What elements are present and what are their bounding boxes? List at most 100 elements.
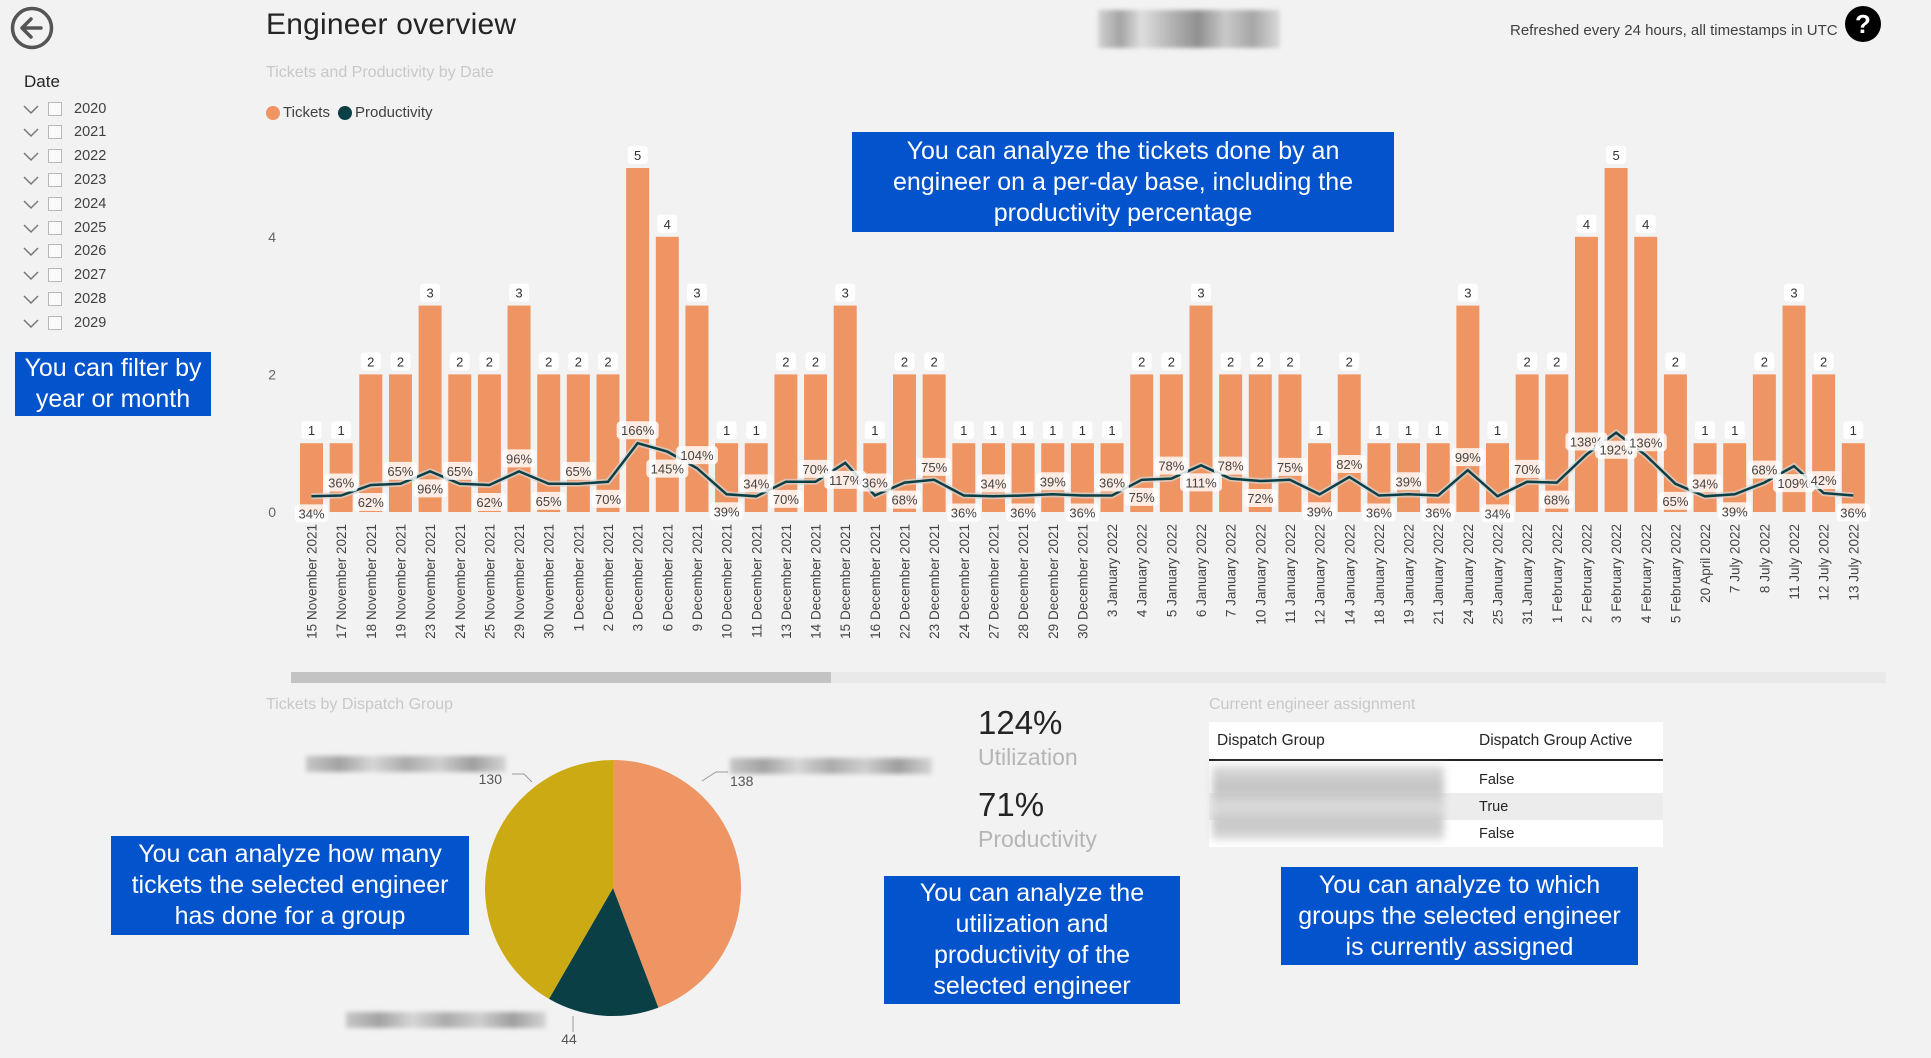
ticket-bar[interactable] xyxy=(477,374,501,512)
year-checkbox[interactable] xyxy=(48,149,62,164)
chevron-down-icon[interactable] xyxy=(22,150,40,162)
year-filter-2022[interactable]: 2022 xyxy=(22,145,106,168)
ticket-bar[interactable] xyxy=(1782,305,1806,512)
ticket-bar[interactable] xyxy=(1426,443,1450,512)
year-checkbox[interactable] xyxy=(48,291,62,306)
ticket-bar[interactable] xyxy=(448,374,472,512)
ticket-bar[interactable] xyxy=(1189,305,1213,512)
ticket-bar[interactable] xyxy=(1070,443,1094,512)
bar-data-label: 1 xyxy=(1701,423,1708,438)
ticket-bar[interactable] xyxy=(1308,443,1332,512)
year-checkbox[interactable] xyxy=(48,125,62,140)
productivity-label-bg xyxy=(947,503,981,522)
table-row[interactable]: False xyxy=(1209,820,1663,847)
pie-slice[interactable] xyxy=(549,888,659,1016)
year-checkbox[interactable] xyxy=(48,315,62,330)
year-filter-2026[interactable]: 2026 xyxy=(22,240,106,263)
chevron-down-icon[interactable] xyxy=(22,317,40,329)
year-filter-2027[interactable]: 2027 xyxy=(22,264,106,287)
year-filter-2025[interactable]: 2025 xyxy=(22,216,106,239)
chevron-down-icon[interactable] xyxy=(22,126,40,138)
chevron-down-icon[interactable] xyxy=(22,103,40,115)
x-tick-label: 11 July 2022 xyxy=(1787,524,1802,600)
pie-label-redacted xyxy=(730,758,932,774)
chart-scrollbar-track[interactable] xyxy=(291,672,1886,683)
pie-slice[interactable] xyxy=(613,760,741,1008)
year-filter-2028[interactable]: 2028 xyxy=(22,287,106,310)
chevron-down-icon[interactable] xyxy=(22,293,40,305)
ticket-bar[interactable] xyxy=(893,374,916,512)
column-header-active[interactable]: Dispatch Group Active xyxy=(1479,731,1633,749)
year-checkbox[interactable] xyxy=(48,268,62,283)
ticket-bar[interactable] xyxy=(1367,443,1391,512)
ticket-bar[interactable] xyxy=(359,374,383,512)
ticket-bar[interactable] xyxy=(626,168,650,512)
ticket-bar[interactable] xyxy=(1337,374,1361,512)
ticket-bar[interactable] xyxy=(1752,374,1776,512)
year-checkbox[interactable] xyxy=(48,220,62,235)
ticket-bar[interactable] xyxy=(1515,374,1539,512)
ticket-bar[interactable] xyxy=(804,374,828,512)
ticket-bar[interactable] xyxy=(388,374,412,512)
ticket-bar[interactable] xyxy=(1159,374,1183,512)
ticket-bar[interactable] xyxy=(1219,374,1243,512)
ticket-bar[interactable] xyxy=(715,443,739,512)
chevron-down-icon[interactable] xyxy=(22,174,40,186)
bar-data-label: 2 xyxy=(1553,354,1560,369)
year-filter-2029[interactable]: 2029 xyxy=(22,311,106,334)
year-filter-2023[interactable]: 2023 xyxy=(22,168,106,191)
back-arrow-icon[interactable] xyxy=(10,6,54,50)
chart-scrollbar-thumb[interactable] xyxy=(291,672,831,683)
ticket-bar[interactable] xyxy=(774,374,798,512)
pie-slice[interactable] xyxy=(485,760,613,999)
table-row[interactable]: False xyxy=(1209,766,1663,793)
ticket-bar[interactable] xyxy=(300,443,323,512)
chevron-down-icon[interactable] xyxy=(22,269,40,281)
productivity-data-label: 68% xyxy=(1544,493,1570,508)
ticket-bar[interactable] xyxy=(1663,374,1687,512)
table-cell-active: False xyxy=(1479,825,1515,842)
bar-data-label: 3 xyxy=(693,286,700,301)
ticket-bar[interactable] xyxy=(1011,443,1035,512)
bar-data-label: 2 xyxy=(367,354,374,369)
legend-productivity[interactable]: Productivity xyxy=(338,104,433,121)
chevron-down-icon[interactable] xyxy=(22,198,40,210)
productivity-data-label: 65% xyxy=(447,464,473,479)
table-header: Dispatch Group Dispatch Group Active xyxy=(1209,722,1663,761)
help-icon[interactable]: ? xyxy=(1845,6,1881,42)
legend-tickets[interactable]: Tickets xyxy=(266,104,330,121)
ticket-bar[interactable] xyxy=(1604,168,1628,512)
ticket-bar[interactable] xyxy=(922,374,946,512)
year-checkbox[interactable] xyxy=(48,196,62,211)
ticket-bar[interactable] xyxy=(952,443,976,512)
productivity-label-bg xyxy=(324,473,358,492)
year-filter-2024[interactable]: 2024 xyxy=(22,192,106,215)
year-label: 2021 xyxy=(74,124,107,141)
ticket-bar[interactable] xyxy=(1723,443,1747,512)
bar-data-label: 4 xyxy=(1642,217,1649,232)
column-header-dispatch-group[interactable]: Dispatch Group xyxy=(1217,731,1325,749)
ticket-bar[interactable] xyxy=(1634,236,1658,513)
chevron-down-icon[interactable] xyxy=(22,222,40,234)
year-filter-2020[interactable]: 2020 xyxy=(22,97,106,120)
year-checkbox[interactable] xyxy=(48,101,62,116)
chevron-down-icon[interactable] xyxy=(22,245,40,257)
x-tick-label: 14 December 2021 xyxy=(809,524,824,639)
ticket-bar[interactable] xyxy=(833,305,857,512)
bar-label-bg xyxy=(983,421,1004,440)
year-checkbox[interactable] xyxy=(48,244,62,259)
ticket-bar[interactable] xyxy=(418,305,442,512)
ticket-bar[interactable] xyxy=(1278,374,1302,512)
bar-data-label: 2 xyxy=(604,354,611,369)
ticket-bar[interactable] xyxy=(1574,236,1598,513)
ticket-bar[interactable] xyxy=(566,374,590,512)
year-checkbox[interactable] xyxy=(48,172,62,187)
year-filter-2021[interactable]: 2021 xyxy=(22,121,106,144)
ticket-bar[interactable] xyxy=(685,305,709,512)
ticket-bar[interactable] xyxy=(1486,443,1509,512)
ticket-bar[interactable] xyxy=(507,305,531,512)
x-tick-label: 16 December 2021 xyxy=(868,524,883,639)
ticket-bar[interactable] xyxy=(1841,443,1865,512)
ticket-bar[interactable] xyxy=(537,374,561,512)
ticket-bar[interactable] xyxy=(655,236,679,513)
